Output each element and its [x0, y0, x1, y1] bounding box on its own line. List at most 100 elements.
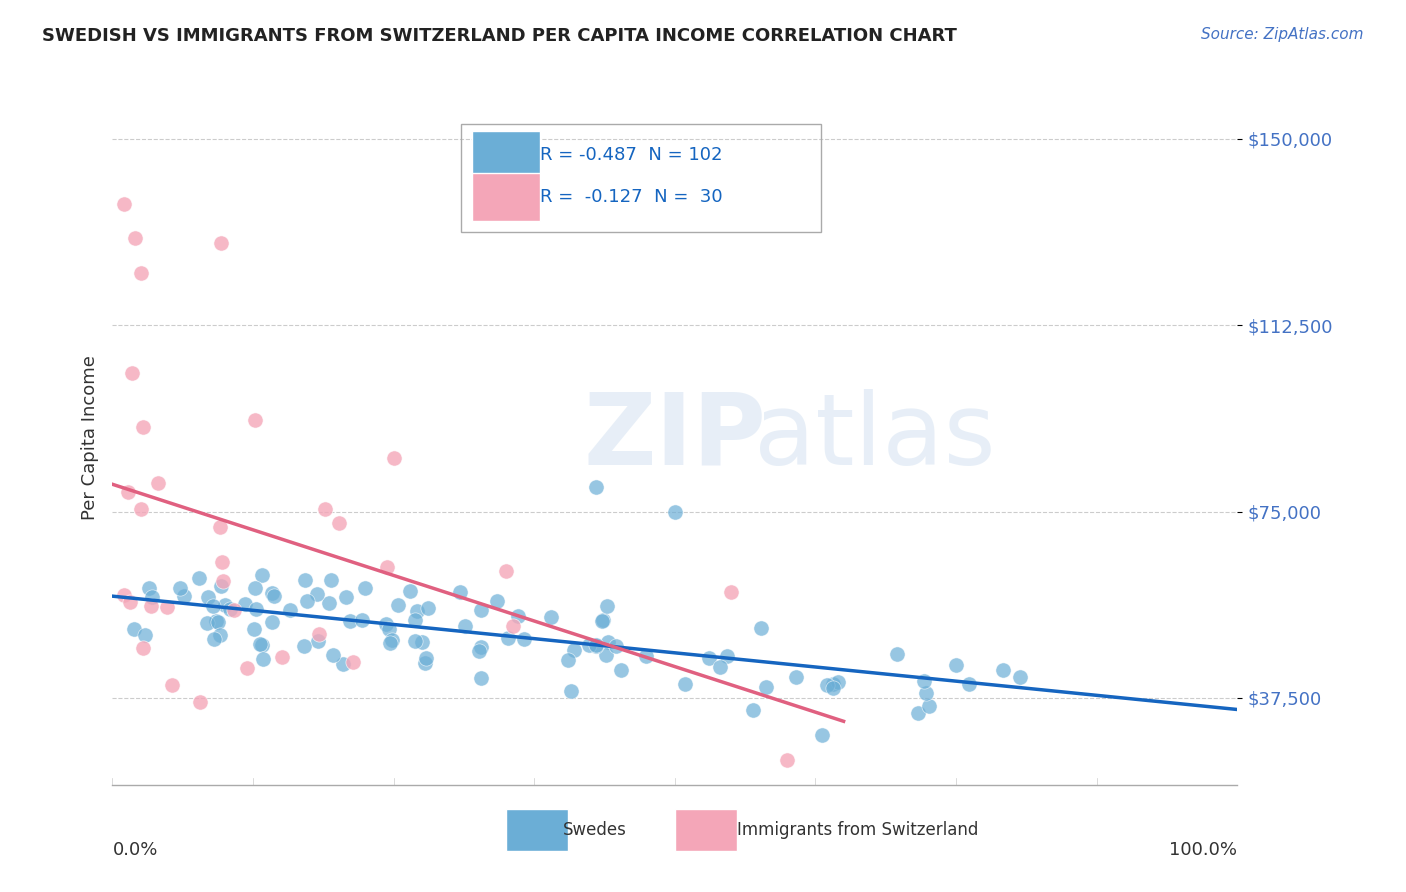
Point [202, 599, 225, 613]
Point [470, 671, 492, 685]
Point [118, 595, 141, 609]
Point [141, 599, 163, 613]
Point [141, 591, 163, 605]
Point [540, 610, 562, 624]
Point [585, 639, 607, 653]
Point [252, 652, 274, 666]
Point [249, 637, 271, 651]
Point [560, 683, 582, 698]
Point [342, 656, 364, 670]
Point [585, 640, 607, 654]
Point [755, 680, 778, 694]
Point [233, 598, 256, 612]
Point [260, 615, 283, 629]
Point [595, 648, 617, 662]
Point [297, 594, 319, 608]
Point [585, 480, 607, 494]
Point [827, 674, 849, 689]
Point [197, 591, 219, 605]
Point [263, 589, 285, 603]
Point [305, 587, 328, 601]
Point [416, 600, 439, 615]
Point [914, 686, 936, 700]
Point [278, 602, 301, 616]
Point [314, 502, 336, 516]
Point [404, 613, 426, 627]
Point [332, 657, 354, 671]
Point [470, 603, 492, 617]
Point [214, 598, 236, 612]
Point [339, 615, 361, 629]
Point [209, 520, 232, 534]
Point [252, 568, 274, 582]
Point [945, 657, 967, 672]
Point [413, 656, 436, 670]
Point [591, 614, 613, 628]
Text: atlas: atlas [754, 389, 995, 485]
Point [318, 596, 340, 610]
Point [673, 677, 696, 691]
Point [381, 633, 404, 648]
Point [205, 614, 228, 628]
Point [148, 475, 170, 490]
FancyBboxPatch shape [472, 131, 540, 179]
Point [720, 584, 742, 599]
Point [610, 663, 633, 677]
Point [124, 231, 146, 245]
Point [907, 706, 929, 720]
Point [335, 590, 357, 604]
Point [188, 695, 211, 709]
FancyBboxPatch shape [506, 809, 568, 851]
Point [132, 640, 155, 655]
Point [454, 618, 477, 632]
Point [821, 677, 844, 691]
Point [387, 598, 409, 612]
Point [292, 639, 315, 653]
Text: ZIP: ZIP [583, 389, 766, 485]
Point [173, 590, 195, 604]
Point [224, 602, 246, 616]
Point [375, 559, 398, 574]
Point [352, 613, 374, 627]
Point [486, 594, 509, 608]
Point [121, 366, 143, 380]
Point [134, 627, 156, 641]
Point [811, 728, 834, 742]
Point [495, 564, 517, 578]
Point [117, 484, 139, 499]
Point [562, 642, 585, 657]
Point [467, 644, 489, 658]
Point [132, 420, 155, 434]
Point [578, 638, 600, 652]
Point [404, 633, 426, 648]
Point [378, 622, 401, 636]
Point [449, 585, 471, 599]
Point [596, 635, 619, 649]
Point [129, 502, 152, 516]
Point [243, 413, 266, 427]
Point [415, 650, 437, 665]
Point [321, 573, 343, 587]
Point [188, 571, 211, 585]
Point [202, 632, 225, 646]
Point [596, 599, 619, 614]
Point [991, 663, 1014, 677]
Point [918, 698, 941, 713]
Point [209, 628, 232, 642]
Point [378, 635, 401, 649]
Point [815, 678, 838, 692]
FancyBboxPatch shape [472, 173, 540, 221]
Point [709, 660, 731, 674]
Point [209, 579, 232, 593]
Point [209, 235, 232, 250]
Text: 100.0%: 100.0% [1170, 840, 1237, 859]
Point [112, 196, 135, 211]
Point [697, 651, 720, 665]
Text: Immigrants from Switzerland: Immigrants from Switzerland [737, 822, 979, 839]
Point [138, 581, 160, 595]
Point [122, 622, 145, 636]
Point [592, 614, 614, 628]
Point [912, 674, 935, 689]
Point [308, 627, 330, 641]
Point [886, 647, 908, 661]
